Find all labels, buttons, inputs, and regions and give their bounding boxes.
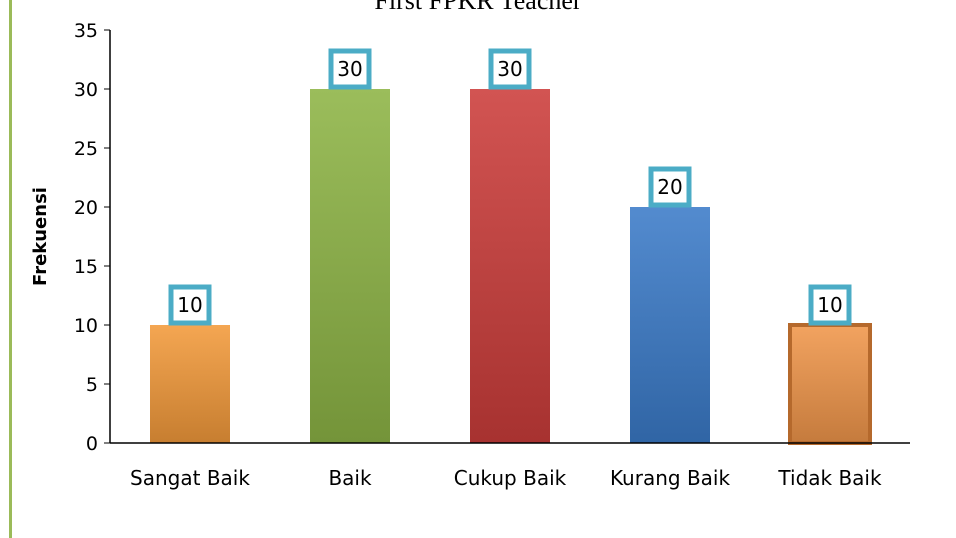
y-tick-label: 35: [74, 20, 98, 42]
y-tick-label: 25: [74, 138, 98, 160]
data-label: 30: [337, 57, 362, 81]
x-tick-label: Cukup Baik: [454, 466, 567, 490]
x-tick-label: Tidak Baik: [777, 466, 882, 490]
data-label-box: [808, 284, 852, 326]
data-label: 10: [817, 293, 842, 317]
y-tick-label: 0: [86, 433, 98, 455]
x-tick-label: Sangat Baik: [130, 466, 250, 490]
bar-cukup-baik: [470, 89, 550, 443]
y-tick-label: 15: [74, 256, 98, 278]
y-tick-label: 10: [74, 315, 98, 337]
bar-kurang-baik: [630, 207, 710, 443]
data-label: 30: [497, 57, 522, 81]
data-label-box: [488, 48, 532, 90]
y-tick-label: 30: [74, 79, 98, 101]
bar-sangat-baik: [150, 325, 230, 443]
y-axis-label: Frekuensi: [30, 187, 51, 286]
bar-tidak-baik: [788, 323, 872, 445]
chart-title: First FPKR Teacher: [374, 0, 582, 15]
x-tick-label: Kurang Baik: [610, 466, 731, 490]
left-border-rule: [9, 0, 12, 538]
x-tick-label: Baik: [328, 466, 372, 490]
bar-baik: [310, 89, 390, 443]
data-label-box: [648, 166, 692, 208]
data-label: 10: [177, 293, 202, 317]
data-label: 20: [657, 175, 682, 199]
data-label-box: [168, 284, 212, 326]
data-label-box: [328, 48, 372, 90]
y-tick-label: 20: [74, 197, 98, 219]
y-tick-label: 5: [86, 374, 98, 396]
